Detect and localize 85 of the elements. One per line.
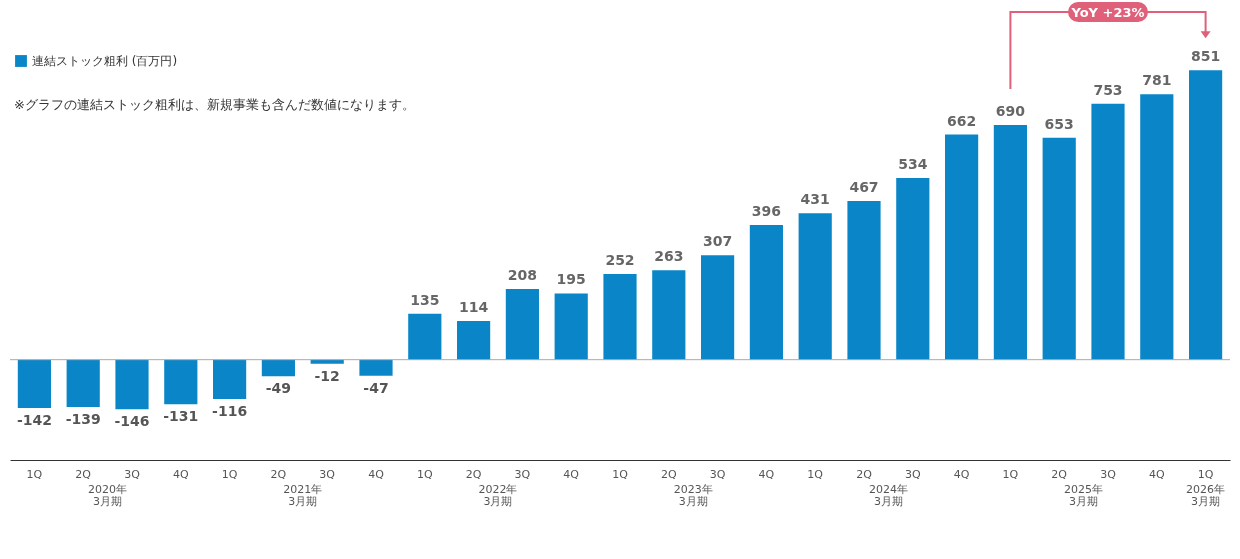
x-tick-label: 2Q <box>75 467 92 481</box>
x-tick-label: 3Q <box>1100 467 1117 481</box>
x-tick-label: 4Q <box>172 467 189 481</box>
data-label: 653 <box>1044 115 1074 132</box>
bar <box>945 134 979 360</box>
x-tick-label: 1Q <box>416 467 433 481</box>
data-label: -142 <box>16 411 52 428</box>
data-label: 534 <box>898 156 928 173</box>
text: YoY +23% <box>1070 5 1145 20</box>
x-tick-label: 2Q <box>660 467 677 481</box>
bar <box>66 359 100 407</box>
bar <box>1042 137 1076 360</box>
text: 2021年3月期 <box>282 483 324 508</box>
text: 2024年3月期 <box>867 483 909 508</box>
data-label: -139 <box>65 410 101 427</box>
annotation: ※グラフの連結ストック粗利は、新規事業も含んだ数値になります。 <box>14 96 415 114</box>
data-label: 396 <box>751 203 782 220</box>
bar <box>164 359 198 405</box>
x-tick-label: 3Q <box>709 467 726 481</box>
data-label: 114 <box>458 298 489 315</box>
bar <box>554 293 588 360</box>
x-tick-label: 1Q <box>26 467 43 481</box>
text: 2022年3月期 <box>477 483 519 508</box>
bar <box>310 359 344 364</box>
data-label: 851 <box>1190 48 1221 65</box>
data-label: 467 <box>849 178 879 195</box>
x-tick-label: 1Q <box>1197 467 1214 481</box>
data-label: 781 <box>1142 72 1172 89</box>
x-tick-label: 4Q <box>1148 467 1165 481</box>
bar <box>1140 94 1174 360</box>
x-tick-label: 1Q <box>1002 467 1019 481</box>
bar <box>603 274 637 360</box>
data-label: 263 <box>654 248 684 265</box>
x-tick-label: 1Q <box>807 467 824 481</box>
bar <box>993 125 1027 360</box>
bar <box>359 359 393 376</box>
x-tick-label: 2Q <box>465 467 482 481</box>
data-label: -131 <box>163 408 199 425</box>
bar <box>17 359 51 408</box>
data-label: -12 <box>314 367 340 384</box>
data-label: 690 <box>995 103 1026 120</box>
bar <box>457 320 491 360</box>
data-label: 252 <box>605 252 635 268</box>
data-label: -116 <box>212 403 248 420</box>
x-tick-label: 1Q <box>612 467 629 481</box>
bar <box>896 178 930 360</box>
x-tick-label: 3Q <box>904 467 921 481</box>
bar <box>798 213 832 360</box>
data-label: -146 <box>114 413 150 430</box>
x-tick-label: 4Q <box>368 467 385 481</box>
bar <box>261 359 295 377</box>
bar <box>847 200 881 360</box>
data-label: 307 <box>702 233 733 250</box>
data-label: 431 <box>800 191 830 208</box>
legend-label: 連結ストック粗利 (百万円) <box>32 54 178 68</box>
bar <box>1091 103 1125 360</box>
text: 2023年3月期 <box>672 483 714 508</box>
data-label: -49 <box>265 380 292 397</box>
x-tick-label: 2Q <box>270 467 287 481</box>
bar <box>115 359 149 410</box>
text: 2020年3月期 <box>87 483 129 508</box>
data-label: 135 <box>410 291 440 308</box>
data-label: 195 <box>556 271 586 288</box>
data-label: 208 <box>507 266 538 283</box>
x-tick-label: 3Q <box>319 467 336 481</box>
data-label: 753 <box>1093 81 1123 98</box>
bar <box>652 270 686 360</box>
bar <box>1189 70 1223 360</box>
x-tick-label: 4Q <box>563 467 580 481</box>
x-tick-label: 2Q <box>1051 467 1068 481</box>
bar <box>408 313 442 360</box>
x-tick-label: 1Q <box>221 467 238 481</box>
x-tick-label: 4Q <box>758 467 775 481</box>
bar <box>213 359 247 400</box>
x-tick-label: 2Q <box>856 467 873 481</box>
x-tick-label: 4Q <box>953 467 970 481</box>
bar <box>505 288 539 360</box>
text: 2025年3月期 <box>1063 483 1105 508</box>
bar <box>701 255 735 360</box>
data-label: 662 <box>946 112 977 129</box>
text: 2026年3月期 <box>1185 483 1227 508</box>
x-tick-label: 3Q <box>124 467 141 481</box>
x-tick-label: 3Q <box>514 467 531 481</box>
bar <box>749 225 783 360</box>
data-label: -47 <box>363 379 389 396</box>
